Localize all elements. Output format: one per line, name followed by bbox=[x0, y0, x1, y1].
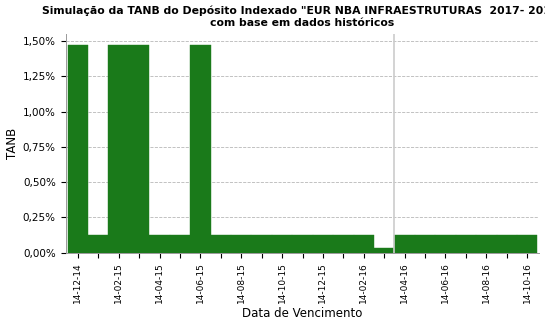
Bar bbox=[251, 235, 272, 253]
Bar bbox=[517, 235, 537, 253]
Title: Simulação da TANB do Depósito Indexado "EUR NBA INFRAESTRUTURAS  2017- 2019"
com: Simulação da TANB do Depósito Indexado "… bbox=[41, 6, 545, 28]
Bar bbox=[149, 235, 169, 253]
Bar bbox=[272, 235, 292, 253]
Bar bbox=[190, 45, 210, 253]
Bar bbox=[68, 45, 88, 253]
Bar bbox=[395, 235, 415, 253]
Bar bbox=[313, 235, 333, 253]
Bar bbox=[210, 235, 231, 253]
Bar bbox=[231, 235, 251, 253]
Bar bbox=[496, 235, 517, 253]
Bar bbox=[169, 235, 190, 253]
Bar bbox=[374, 248, 395, 253]
X-axis label: Data de Vencimento: Data de Vencimento bbox=[243, 307, 362, 320]
Y-axis label: TANB: TANB bbox=[5, 128, 19, 159]
Bar bbox=[415, 235, 435, 253]
Bar bbox=[108, 45, 129, 253]
Bar bbox=[435, 235, 456, 253]
Bar bbox=[88, 235, 108, 253]
Bar bbox=[292, 235, 313, 253]
Bar bbox=[456, 235, 476, 253]
Bar bbox=[129, 45, 149, 253]
Bar bbox=[333, 235, 354, 253]
Bar bbox=[476, 235, 496, 253]
Bar bbox=[354, 235, 374, 253]
